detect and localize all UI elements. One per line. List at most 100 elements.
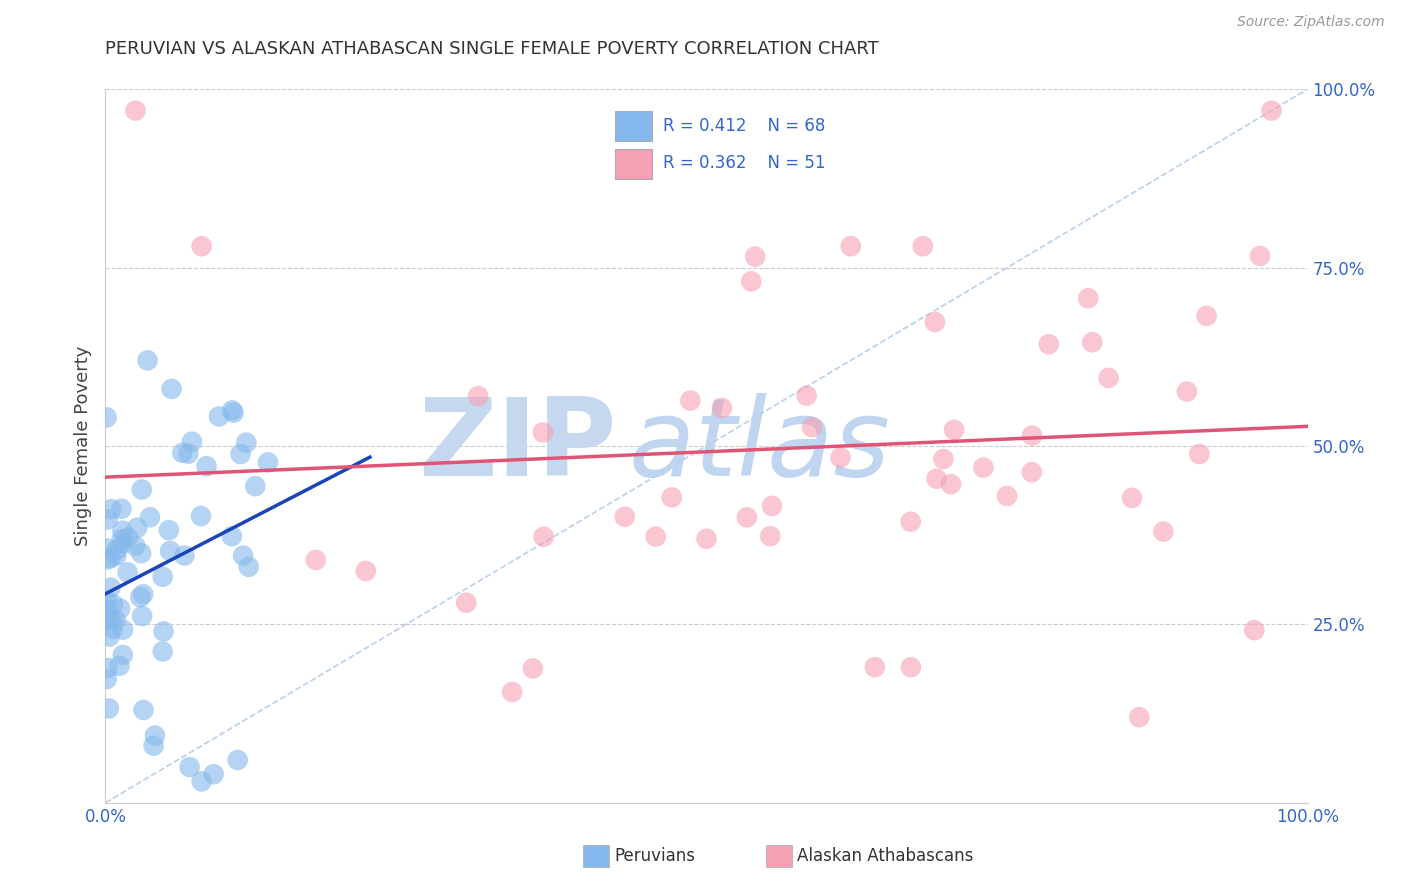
- Point: [96, 541, 118, 556]
- Point: [96, 613, 118, 627]
- Point: [96, 410, 118, 425]
- Point: [900, 515, 922, 529]
- Point: [105, 542, 128, 557]
- Point: [179, 760, 201, 774]
- Point: [801, 420, 824, 434]
- Point: [924, 315, 946, 329]
- Point: [152, 624, 174, 639]
- Point: [110, 501, 132, 516]
- Point: [740, 274, 762, 288]
- Point: [696, 532, 718, 546]
- Point: [181, 434, 204, 449]
- Point: [226, 753, 249, 767]
- Point: [152, 570, 174, 584]
- Point: [108, 658, 131, 673]
- Point: [202, 767, 225, 781]
- Point: [131, 609, 153, 624]
- Point: [830, 450, 852, 465]
- Point: [911, 239, 934, 253]
- Point: [129, 546, 152, 560]
- Y-axis label: Single Female Poverty: Single Female Poverty: [73, 346, 91, 546]
- Point: [245, 479, 267, 493]
- Point: [1097, 371, 1119, 385]
- Point: [900, 660, 922, 674]
- Point: [229, 447, 252, 461]
- Point: [972, 460, 994, 475]
- Point: [100, 581, 122, 595]
- Point: [644, 530, 666, 544]
- Point: [195, 459, 218, 474]
- Text: Peruvians: Peruvians: [614, 847, 696, 865]
- Point: [925, 472, 948, 486]
- Point: [129, 590, 152, 604]
- Point: [108, 601, 131, 615]
- Point: [132, 587, 155, 601]
- Point: [839, 239, 862, 253]
- Point: [1081, 335, 1104, 350]
- Text: atlas: atlas: [628, 393, 890, 499]
- Point: [522, 661, 544, 675]
- Point: [110, 533, 132, 547]
- Point: [105, 549, 128, 563]
- Point: [939, 477, 962, 491]
- Point: [456, 596, 478, 610]
- Point: [139, 510, 162, 524]
- Point: [152, 644, 174, 658]
- Point: [257, 455, 280, 469]
- Point: [104, 613, 127, 627]
- Point: [190, 774, 212, 789]
- Point: [111, 524, 134, 538]
- Point: [190, 239, 212, 253]
- Point: [173, 549, 195, 563]
- Point: [190, 509, 212, 524]
- Point: [354, 564, 377, 578]
- Point: [124, 103, 146, 118]
- Point: [111, 623, 134, 637]
- Point: [1121, 491, 1143, 505]
- Point: [1077, 291, 1099, 305]
- Point: [863, 660, 886, 674]
- Point: [744, 250, 766, 264]
- Point: [1128, 710, 1150, 724]
- Point: [143, 729, 166, 743]
- Point: [98, 630, 121, 644]
- Point: [932, 452, 955, 467]
- Point: [97, 552, 120, 566]
- Point: [136, 353, 159, 368]
- Point: [1249, 249, 1271, 263]
- Point: [735, 510, 758, 524]
- Text: PERUVIAN VS ALASKAN ATHABASCAN SINGLE FEMALE POVERTY CORRELATION CHART: PERUVIAN VS ALASKAN ATHABASCAN SINGLE FE…: [105, 40, 879, 58]
- Point: [160, 382, 183, 396]
- Point: [124, 539, 146, 553]
- Point: [710, 401, 733, 415]
- Point: [1260, 103, 1282, 118]
- Point: [235, 435, 257, 450]
- Point: [238, 559, 260, 574]
- Point: [661, 491, 683, 505]
- Point: [97, 701, 120, 715]
- Point: [1021, 465, 1043, 479]
- Text: ZIP: ZIP: [418, 393, 616, 499]
- Point: [1243, 623, 1265, 637]
- Point: [305, 553, 328, 567]
- Point: [132, 703, 155, 717]
- Point: [101, 622, 124, 636]
- Point: [1021, 428, 1043, 442]
- Point: [221, 403, 243, 417]
- Point: [157, 523, 180, 537]
- Point: [172, 446, 194, 460]
- Point: [533, 530, 555, 544]
- Point: [117, 530, 139, 544]
- Point: [1152, 524, 1174, 539]
- Point: [100, 551, 122, 566]
- Point: [100, 612, 122, 626]
- Point: [127, 521, 149, 535]
- Point: [97, 512, 120, 526]
- Point: [759, 529, 782, 543]
- Point: [159, 544, 181, 558]
- Point: [531, 425, 554, 440]
- Point: [679, 393, 702, 408]
- Point: [995, 489, 1018, 503]
- Point: [501, 685, 523, 699]
- Point: [613, 509, 636, 524]
